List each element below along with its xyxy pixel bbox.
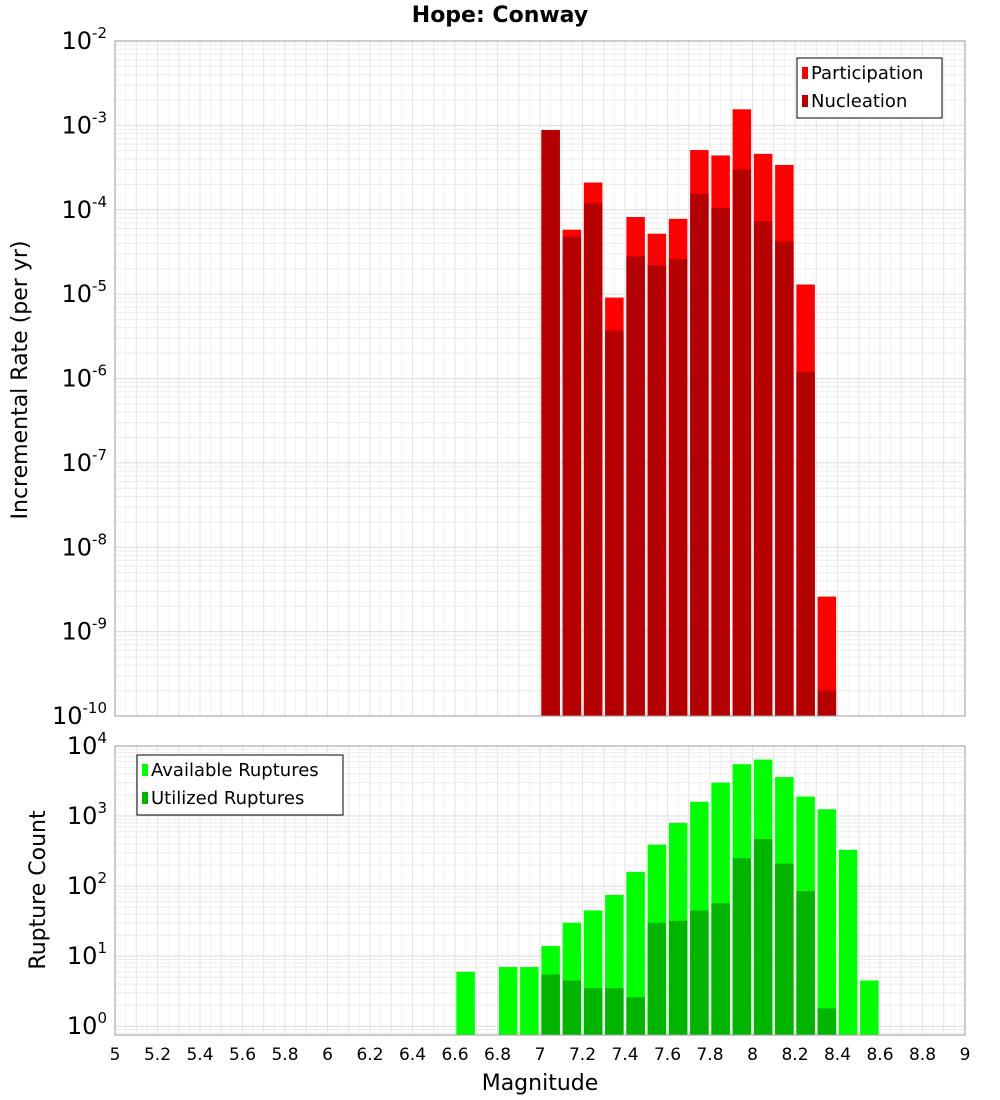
legend-entry-label: Available Ruptures [151,760,319,781]
utilized-ruptures-bar [732,858,752,1035]
x-tick-label: 8.4 [824,1045,851,1065]
available-ruptures-bar [498,967,518,1035]
y-axis-label-rate: Incremental Rate (per yr) [8,241,33,520]
count-y-tick-label: 103 [67,799,107,830]
y-axis-label-rupture-count: Rupture Count [26,810,51,970]
rate-plot-frame [114,40,966,717]
count-bars [456,759,879,1035]
rate-y-ticks: 10-10 10-9 10-8 10-7 10-6 10-5 10-4 10-3 10-2 [52,24,107,730]
participation-bar [817,596,837,716]
nucleation-bar [753,221,773,716]
x-tick-label: 8.6 [866,1045,893,1065]
x-tick-label: 5.2 [144,1045,171,1065]
legend-swatch [802,95,808,107]
rate-y-tick-label: 10-3 [61,108,107,139]
available-ruptures-bar [860,980,879,1035]
utilized-ruptures-bar [583,988,603,1035]
x-tick-label: 7.8 [696,1045,723,1065]
rate-bars [541,109,837,717]
utilized-ruptures-bar [753,839,773,1035]
nucleation-bar [583,203,603,716]
legend-entry-label: Utilized Ruptures [151,788,304,809]
x-tick-label: 7 [535,1045,546,1065]
nucleation-bar [796,371,815,716]
nucleation-bar [775,241,794,717]
rate-y-tick-label: 10-9 [61,615,107,646]
count-plot-frame [114,745,966,1036]
x-tick-label: 6 [322,1045,333,1065]
count-y-tick-label: 101 [67,939,107,970]
rate-y-tick-label: 10-10 [52,699,107,730]
count-y-tick-label: 100 [67,1009,107,1040]
x-ticks: 5 5.2 5.4 5.6 5.8 6 6.2 6.4 6.6 6.8 7 7.2 7.4 7.6 7.8 8… [110,1045,971,1065]
count-y-tick-label: 102 [67,869,107,900]
nucleation-bar [541,130,560,717]
x-tick-label: 8.8 [909,1045,936,1065]
x-tick-label: 8 [747,1045,758,1065]
utilized-ruptures-bar [562,980,582,1035]
utilized-ruptures-bar [775,863,794,1035]
utilized-ruptures-bar [690,910,709,1035]
x-tick-label: 6.6 [441,1045,468,1065]
count-y-ticks: 100 101 102 103 104 [67,729,107,1040]
rate-y-tick-label: 10-2 [61,24,107,55]
x-tick-label: 6.2 [356,1045,383,1065]
x-tick-label: 8.2 [781,1045,808,1065]
rate-y-tick-label: 10-7 [61,446,107,477]
x-axis-label: Magnitude [482,1071,599,1096]
utilized-ruptures-bar [668,920,688,1035]
nucleation-bar [647,265,667,716]
x-tick-label: 7.6 [654,1045,681,1065]
rate-y-tick-label: 10-8 [61,530,107,561]
x-tick-label: 7.2 [569,1045,596,1065]
nucleation-bar [690,193,709,716]
chart-title: Hope: Conway [412,3,588,28]
rate-y-tick-label: 10-6 [61,362,107,393]
x-tick-label: 5.6 [229,1045,256,1065]
nucleation-bar [732,169,752,716]
rate-y-tick-label: 10-5 [61,277,107,308]
x-tick-label: 9 [960,1045,971,1065]
nucleation-bar [668,259,688,716]
available-ruptures-bar [520,967,539,1035]
x-tick-label: 5.8 [271,1045,298,1065]
count-y-tick-label: 104 [67,729,107,760]
legend-entry-label: Participation [811,63,923,84]
rate-y-tick-label: 10-4 [61,193,107,224]
available-ruptures-bar [626,871,645,1035]
utilized-ruptures-bar [541,974,560,1035]
x-tick-label: 5 [110,1045,121,1065]
available-ruptures-bar [456,971,475,1035]
rupture-count-panel: 100 101 102 103 104 5 5.2 5.4 5.6 5.8 6 6.2 6.4 6.6 6.… [67,729,971,1065]
utilized-ruptures-bar [796,891,815,1035]
rate-gridlines [114,40,966,717]
legend-box [136,754,344,816]
legend-entry-label: Nucleation [811,91,907,112]
utilized-ruptures-bar [605,988,624,1035]
count-legend: Available Ruptures Utilized Ruptures [136,754,344,816]
nucleation-bar [817,690,837,716]
rate-legend: Participation Nucleation [796,57,943,119]
nucleation-bar [562,236,582,716]
legend-swatch [142,764,148,776]
x-tick-label: 6.4 [399,1045,426,1065]
legend-box [796,57,943,119]
utilized-ruptures-bar [647,922,667,1035]
utilized-ruptures-bar [711,903,730,1035]
available-ruptures-bar [838,849,858,1035]
x-tick-label: 5.4 [186,1045,213,1065]
nucleation-bar [711,207,730,716]
rate-panel: 10-10 10-9 10-8 10-7 10-6 10-5 10-4 10-3 10-2 Par… [52,24,966,730]
legend-swatch [802,67,808,79]
available-ruptures-bar [817,809,837,1035]
legend-swatch [142,792,148,804]
nucleation-bar [605,330,624,716]
x-tick-label: 6.8 [484,1045,511,1065]
nucleation-bar [626,256,645,716]
x-tick-label: 7.4 [611,1045,638,1065]
utilized-ruptures-bar [817,1008,837,1035]
utilized-ruptures-bar [626,997,645,1035]
